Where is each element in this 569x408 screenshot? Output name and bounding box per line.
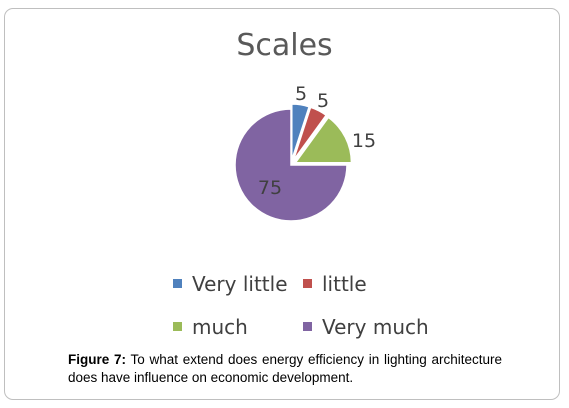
- legend-swatch-much: [173, 322, 182, 331]
- legend-item-very-little: Very little: [173, 272, 288, 296]
- data-label-very-little: 5: [295, 83, 307, 105]
- pie-slice-much: [293, 116, 353, 164]
- legend-label-little: little: [322, 272, 367, 296]
- legend-label-much: much: [192, 315, 248, 339]
- legend-item-much: much: [173, 315, 248, 339]
- figure-caption: Figure 7: To what extend does energy eff…: [68, 351, 502, 387]
- legend-item-little: little: [303, 272, 367, 296]
- pie-slice-very-much: [234, 108, 348, 222]
- legend-swatch-very-much: [303, 322, 312, 331]
- pie-slice-very-little: [291, 103, 311, 161]
- legend-swatch-little: [303, 279, 312, 288]
- data-label-little: 5: [317, 90, 329, 112]
- pie-slice-little: [292, 106, 328, 161]
- caption-text: To what extend does energy efficiency in…: [68, 352, 502, 385]
- legend-label-very-much: Very much: [322, 315, 429, 339]
- chart-title: Scales: [236, 28, 333, 63]
- legend-swatch-very-little: [173, 279, 182, 288]
- data-label-very-much: 75: [258, 177, 282, 199]
- data-label-much: 15: [352, 130, 376, 152]
- legend-item-very-much: Very much: [303, 315, 429, 339]
- caption-label: Figure 7:: [68, 352, 126, 367]
- legend-label-very-little: Very little: [192, 272, 288, 296]
